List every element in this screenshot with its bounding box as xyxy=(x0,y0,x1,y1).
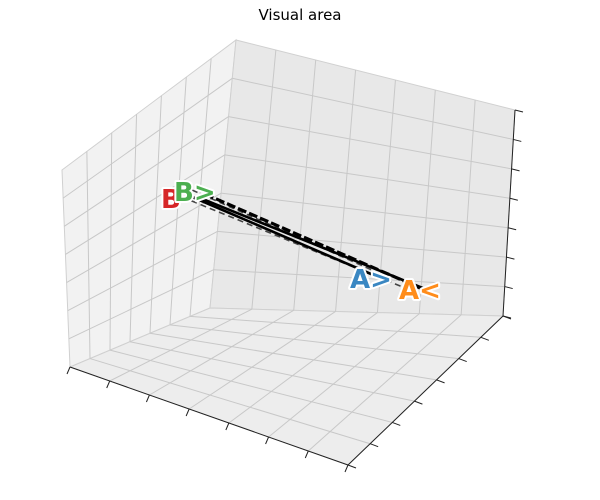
y-tick xyxy=(458,358,467,363)
grid-lines xyxy=(62,49,514,452)
z-axis-line xyxy=(502,109,516,317)
y-tick xyxy=(369,443,379,448)
x-tick xyxy=(66,366,71,375)
grid-line xyxy=(232,77,514,140)
z-tick xyxy=(504,286,513,290)
grid-line xyxy=(64,116,229,227)
grid-line xyxy=(221,192,509,229)
grid-line xyxy=(66,192,222,284)
grid-line xyxy=(109,308,253,382)
chart-title: Visual area xyxy=(258,6,342,24)
x-tick xyxy=(106,380,111,389)
x-tick xyxy=(265,436,270,445)
grid-line xyxy=(460,99,476,315)
x-tick xyxy=(304,450,309,459)
grid-line xyxy=(217,230,507,258)
grid-line xyxy=(149,309,294,396)
grid-line xyxy=(376,79,396,313)
grid-line xyxy=(62,77,233,199)
x-tick xyxy=(225,422,230,431)
grid-line xyxy=(189,315,481,338)
grid-line xyxy=(213,269,505,288)
x-tick xyxy=(145,394,150,403)
series-line-3 xyxy=(204,192,421,290)
label-b-green: B> xyxy=(174,178,216,208)
grid-line xyxy=(68,269,214,340)
grid-line xyxy=(109,132,113,351)
y-axis-line xyxy=(347,315,504,466)
grid-line xyxy=(418,89,436,314)
grid-line xyxy=(129,341,415,402)
grid-line xyxy=(149,332,437,381)
grid-line xyxy=(149,95,162,334)
grid-line xyxy=(169,77,187,325)
series-line-1 xyxy=(189,194,379,279)
z-tick xyxy=(513,138,522,142)
grid-line xyxy=(228,312,378,424)
label-b-red: B xyxy=(161,185,181,215)
label-a-orange: A< xyxy=(399,276,441,306)
grid-line xyxy=(228,116,512,170)
grid-line xyxy=(293,59,317,311)
grid-line xyxy=(109,349,393,423)
grid-line xyxy=(307,314,462,452)
grid-line xyxy=(188,311,336,410)
x-tick xyxy=(185,408,190,417)
grid-line xyxy=(65,154,226,255)
x-tick xyxy=(344,464,349,473)
z-tick xyxy=(514,109,524,113)
series-line-2 xyxy=(199,196,431,293)
grid-line xyxy=(251,49,277,310)
data-lines xyxy=(181,189,431,293)
grid-line xyxy=(89,358,371,445)
grid-line xyxy=(268,313,420,438)
axis-edges xyxy=(69,109,516,466)
y-tick xyxy=(347,464,357,469)
axis-ticks xyxy=(66,109,524,473)
y-tick xyxy=(480,336,490,341)
grid-line xyxy=(224,154,510,199)
grid-line xyxy=(169,324,459,360)
label-a-blue: A> xyxy=(350,265,392,295)
z-tick xyxy=(506,256,515,260)
z-tick xyxy=(509,197,518,201)
z-tick xyxy=(502,315,512,319)
x-axis-line xyxy=(69,366,349,466)
grid-line xyxy=(335,69,357,312)
z-tick xyxy=(508,227,517,231)
grid-line xyxy=(67,230,218,312)
y-tick xyxy=(392,421,401,426)
y-tick xyxy=(436,379,445,384)
y-tick xyxy=(414,400,423,405)
grid-line xyxy=(129,114,138,342)
grid-line xyxy=(189,58,212,317)
grid-line xyxy=(86,151,91,359)
z-tick xyxy=(511,168,520,172)
